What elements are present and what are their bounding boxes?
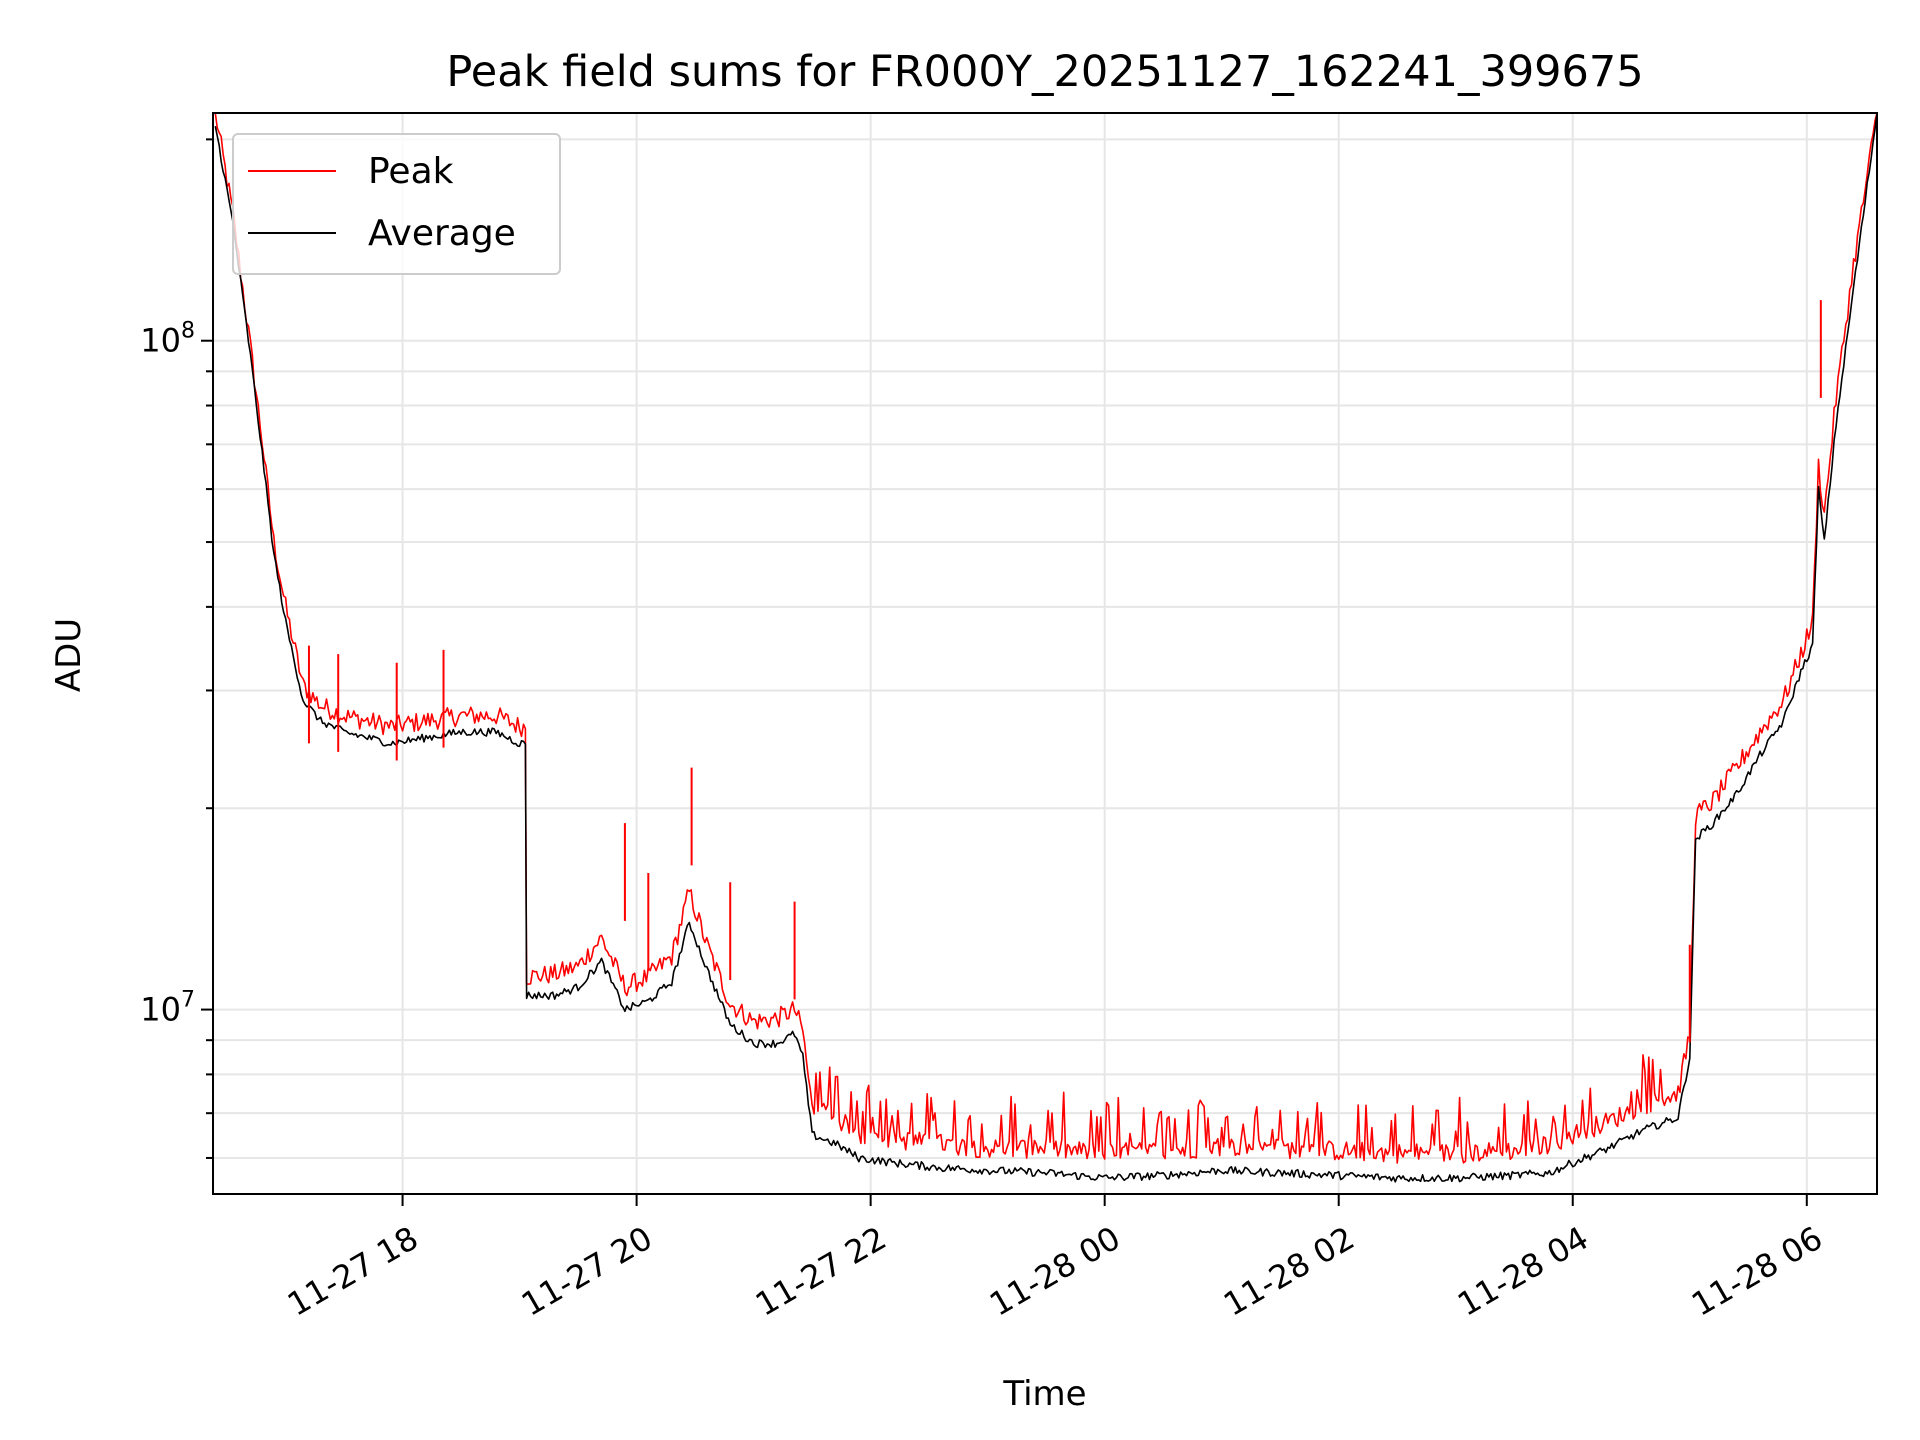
legend-box	[232, 133, 561, 275]
legend: Peak Average	[232, 133, 561, 275]
series-layer	[214, 112, 1878, 1183]
legend-average-label: Average	[368, 213, 516, 254]
series-line-average	[214, 112, 1878, 1183]
series-line-peak	[214, 112, 1878, 1164]
plot-frame	[212, 112, 1878, 1195]
x-axis-label: Time	[1002, 1374, 1086, 1414]
legend-peak-label: Peak	[368, 151, 454, 192]
chart-title: Peak field sums for FR000Y_20251127_1622…	[446, 47, 1643, 97]
grid	[213, 113, 1877, 1194]
y-axis-label: ADU	[49, 618, 89, 692]
y-tick-label: 108	[140, 319, 195, 360]
y-tick-label: 107	[140, 988, 195, 1029]
